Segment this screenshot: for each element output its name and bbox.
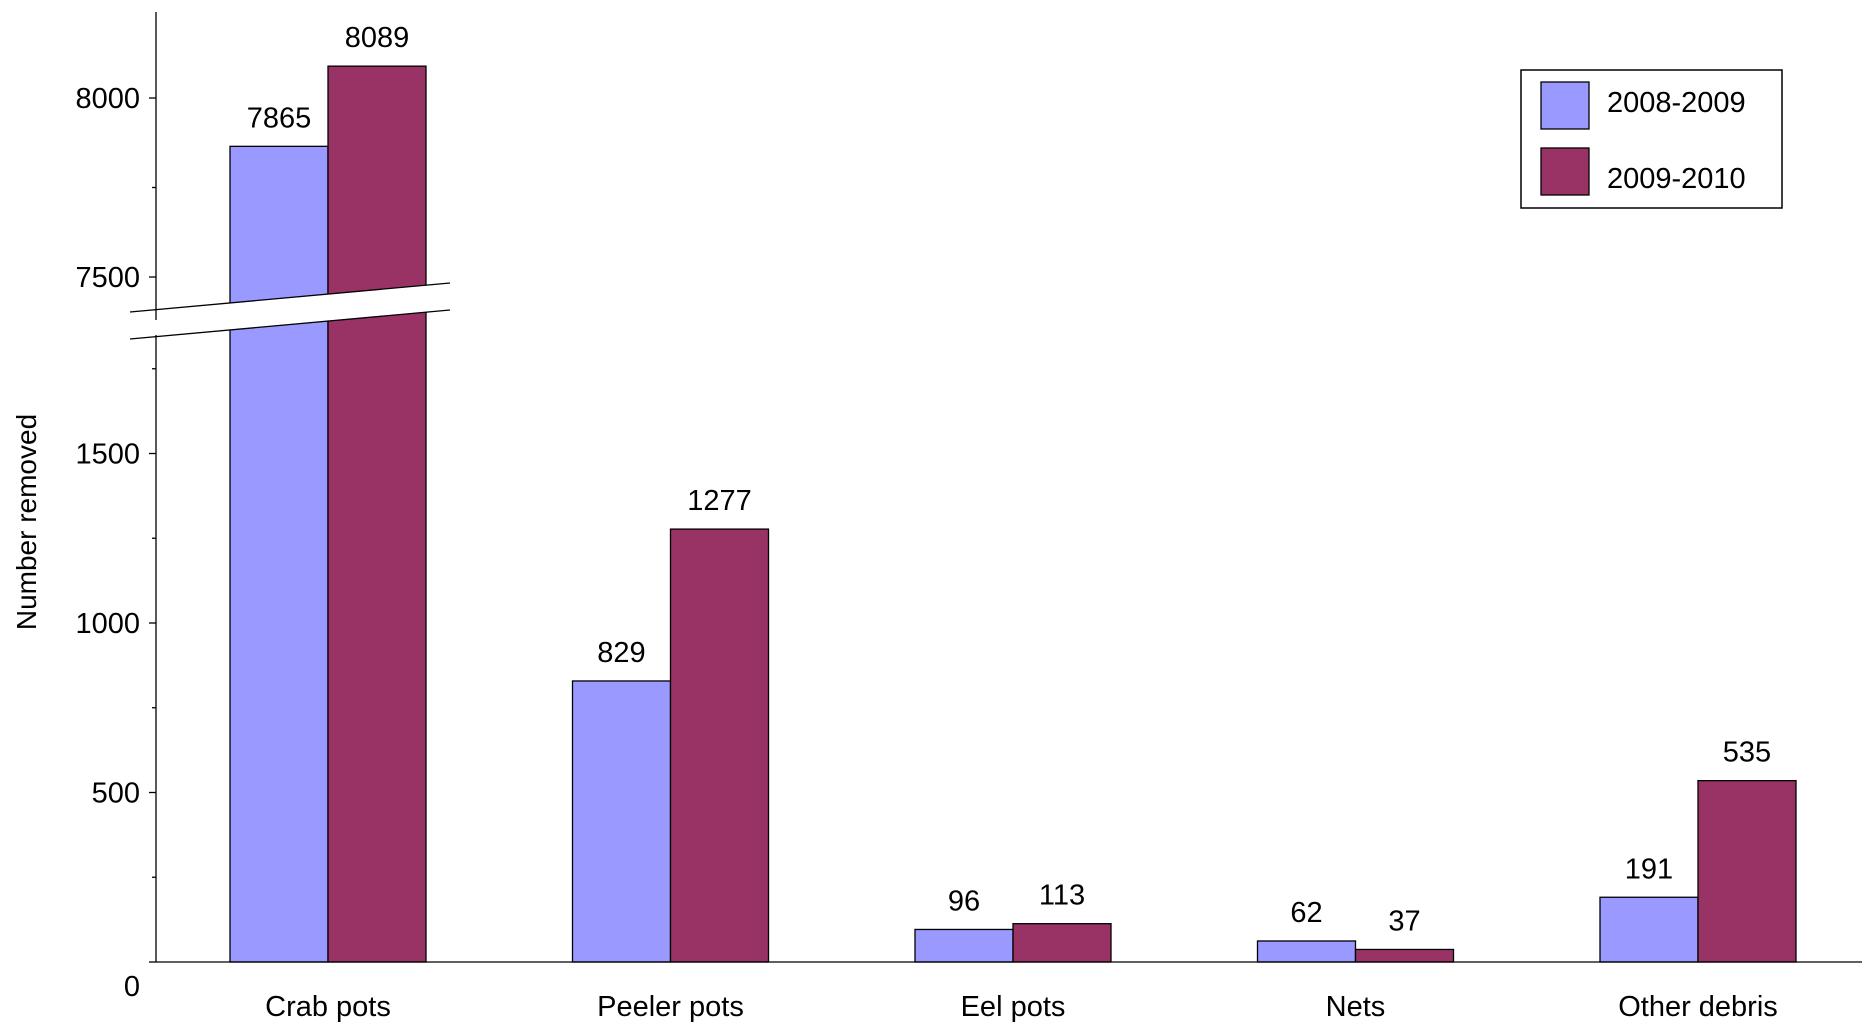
bar-value-label: 1277 — [687, 485, 752, 517]
bar-value-label: 535 — [1723, 737, 1771, 769]
bar-value-label: 113 — [1039, 880, 1085, 912]
bar — [229, 145, 329, 963]
bar-value-label: 8089 — [345, 22, 410, 54]
y-ticks-layer: 0 500 1000 1500 7500 8000 — [75, 83, 156, 1003]
data-labels-layer: 7865 8089 829 1277 96 113 62 37 191 535 — [247, 22, 1771, 937]
bar — [1354, 948, 1455, 963]
y-tick-label: 7500 — [75, 262, 140, 294]
bar-value-label: 96 — [948, 885, 980, 917]
bar — [1697, 779, 1797, 963]
bar — [914, 928, 1014, 963]
bar — [1599, 896, 1699, 963]
bar — [1012, 923, 1112, 963]
x-tick-labels-layer: Crab pots Peeler pots Eel pots Nets Other de… — [265, 991, 1778, 1023]
x-tick-label: Other debris — [1618, 991, 1778, 1023]
legend-swatch-2008-2009 — [1540, 81, 1590, 130]
bar-value-label: 62 — [1290, 897, 1322, 929]
y-tick-label: 1000 — [75, 608, 140, 640]
x-tick-label: Crab pots — [265, 991, 391, 1023]
axes-layer — [155, 12, 1862, 963]
y-tick-label: 0 — [124, 971, 140, 1003]
bar — [327, 65, 427, 963]
legend-swatch-2009-2010 — [1540, 147, 1590, 196]
y-axis-label: Number removed — [11, 414, 42, 630]
bars-layer — [229, 65, 1797, 963]
bar-value-label: 829 — [597, 637, 645, 669]
y-tick-label: 1500 — [75, 439, 140, 471]
y-tick-label: 500 — [92, 778, 140, 810]
x-tick-label: Peeler pots — [597, 991, 744, 1023]
bar — [571, 680, 672, 963]
bar — [1256, 940, 1357, 963]
bar-value-label: 7865 — [247, 102, 312, 134]
axis-break-marker — [129, 282, 451, 340]
bar-value-label: 191 — [1625, 853, 1673, 885]
x-tick-label: Eel pots — [961, 991, 1066, 1023]
legend-label-2008-2009: 2008-2009 — [1607, 87, 1746, 119]
legend: 2008-2009 2009-2010 — [1520, 69, 1783, 209]
y-tick-label: 8000 — [75, 83, 140, 115]
legend-label-2009-2010: 2009-2010 — [1607, 163, 1746, 195]
bar — [669, 528, 770, 963]
x-tick-label: Nets — [1326, 991, 1386, 1023]
bar-value-label: 37 — [1388, 905, 1420, 937]
